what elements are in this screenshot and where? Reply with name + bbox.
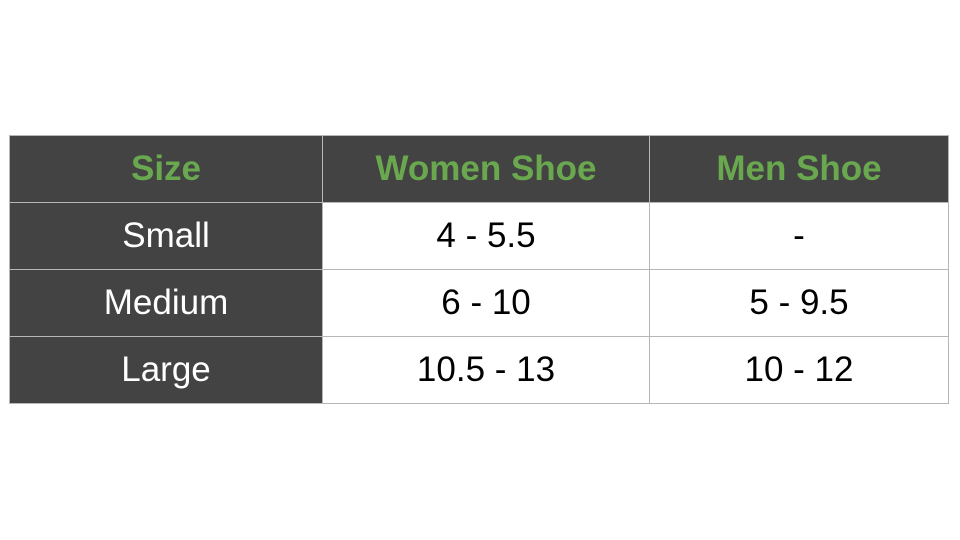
women-shoe-cell: 6 - 10 [322,269,650,337]
table-row: Large 10.5 - 13 10 - 12 [9,336,949,404]
size-label: Medium [9,269,323,337]
men-shoe-cell: 10 - 12 [649,336,949,404]
header-men-shoe: Men Shoe [649,135,949,203]
header-size: Size [9,135,323,203]
women-shoe-cell: 4 - 5.5 [322,202,650,270]
size-label: Small [9,202,323,270]
table-header-row: Size Women Shoe Men Shoe [9,135,949,203]
size-label: Large [9,336,323,404]
women-shoe-cell: 10.5 - 13 [322,336,650,404]
table-row: Small 4 - 5.5 - [9,202,949,270]
size-chart-table: Size Women Shoe Men Shoe Small 4 - 5.5 -… [9,135,949,404]
men-shoe-cell: - [649,202,949,270]
table-row: Medium 6 - 10 5 - 9.5 [9,269,949,337]
header-women-shoe: Women Shoe [322,135,650,203]
men-shoe-cell: 5 - 9.5 [649,269,949,337]
